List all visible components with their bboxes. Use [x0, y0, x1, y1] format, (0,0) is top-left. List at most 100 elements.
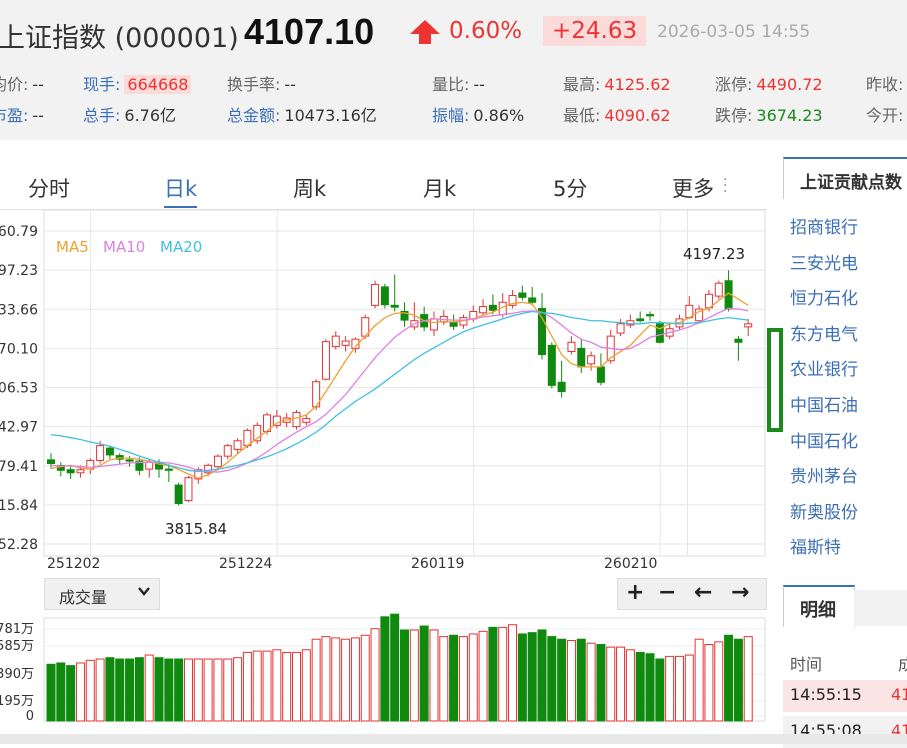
volume-bar: [400, 629, 410, 722]
contribution-stock[interactable]: 中国石油: [790, 396, 858, 416]
tab-daily-k[interactable]: 日k: [164, 173, 198, 208]
index-title: 上证指数 (000001): [0, 23, 239, 54]
stat-total-amount: 总金额: 10473.16亿: [227, 106, 377, 125]
volume-bar: [458, 636, 468, 722]
zoom-in-button[interactable]: +: [626, 580, 645, 605]
stat-limit-up: 涨停: 4490.72: [715, 75, 823, 94]
legend-item: MA5: [56, 238, 89, 256]
contribution-stock[interactable]: 中国石化: [790, 431, 858, 452]
detail-price-header: 成: [898, 655, 907, 674]
pan-left-button[interactable]: ←: [694, 580, 713, 605]
x-tick-label: 251202: [47, 556, 100, 572]
candle-body: [538, 307, 546, 356]
contribution-stock[interactable]: 农业银行: [790, 360, 858, 381]
stat-volume-ratio: 量比: --: [432, 75, 485, 94]
candle-body: [96, 445, 105, 461]
candle-body: [66, 469, 75, 474]
volume-bar: [56, 662, 66, 722]
volume-bar: [292, 651, 301, 722]
volume-bar: [655, 658, 665, 722]
volume-bar: [242, 651, 252, 722]
contribution-stock[interactable]: 东方电气: [790, 324, 858, 345]
contribution-stock[interactable]: 招商银行: [790, 218, 858, 238]
contribution-tab[interactable]: 上证贡献点数: [783, 157, 907, 199]
tab-monthly-k[interactable]: 月k: [423, 177, 457, 201]
volume-tick-label: 0: [26, 709, 34, 724]
volume-bar: [341, 638, 351, 722]
volume-indicator-select[interactable]: 成交量: [44, 578, 160, 610]
volume-bar: [409, 629, 419, 722]
contribution-stock[interactable]: 三安光电: [790, 253, 858, 274]
volume-bar: [105, 657, 115, 722]
detail-tab-inactive[interactable]: [854, 590, 907, 626]
volume-bar: [380, 616, 390, 722]
contribution-stock[interactable]: 福斯特: [790, 538, 841, 559]
contribution-stock[interactable]: 贵州茅台: [790, 467, 858, 488]
volume-bar: [213, 658, 223, 722]
volume-bar: [635, 651, 645, 722]
candle-body: [508, 295, 517, 306]
volume-bar: [439, 636, 449, 722]
candle-body: [331, 335, 340, 348]
y-tick-label: 4197.23: [0, 263, 38, 279]
volume-bar: [174, 658, 184, 722]
candle-body: [351, 338, 360, 349]
more-dots-icon[interactable]: · · ·: [723, 172, 728, 200]
candle-body: [587, 355, 596, 365]
volume-bar: [311, 638, 321, 722]
volume-bar: [547, 636, 557, 722]
volume-bar: [704, 644, 714, 722]
volume-bar: [714, 641, 724, 722]
volume-bar: [586, 642, 596, 722]
tab-intraday[interactable]: 分时: [28, 177, 70, 201]
contribution-stock[interactable]: 恒力石化: [790, 289, 858, 310]
pan-right-button[interactable]: →: [731, 580, 750, 605]
volume-bar: [616, 646, 626, 722]
volume-bar: [301, 649, 311, 722]
tab-more[interactable]: 更多: [672, 177, 714, 201]
chart-controls: + − ← →: [617, 578, 767, 610]
change-percent: 0.60%: [449, 18, 523, 44]
volume-bar: [557, 638, 567, 722]
candle-body: [636, 318, 645, 322]
contribution-stock[interactable]: 新奥股份: [790, 502, 858, 523]
detail-row: 14:55:15 41: [783, 680, 907, 712]
volume-bar: [478, 630, 488, 722]
candle-body: [577, 347, 586, 368]
candle-body: [164, 468, 173, 471]
volume-bar: [419, 625, 429, 722]
zoom-out-button[interactable]: −: [658, 580, 677, 605]
ma20-line: [50, 310, 749, 473]
candle-body: [371, 283, 380, 306]
candle-body: [714, 282, 723, 297]
candle-body: [233, 440, 242, 450]
timestamp: 2026-03-05 14:55: [657, 22, 811, 42]
volume-bar: [498, 626, 508, 722]
candle-body: [292, 411, 301, 428]
volume-bar: [183, 658, 193, 722]
volume-bar: [527, 632, 537, 722]
volume-bar: [370, 628, 380, 722]
stat-avg-price: 均价:--: [0, 75, 44, 94]
volume-bar: [252, 650, 262, 722]
volume-bar: [645, 653, 655, 722]
detail-time-header: 时间: [790, 655, 823, 674]
candle-body: [302, 418, 311, 423]
stat-current-hand: 现手: 664668: [83, 71, 192, 95]
candle-body: [734, 338, 743, 343]
volume-bar: [272, 649, 282, 722]
volume-tick-label: 585万: [0, 639, 34, 654]
scrollbar[interactable]: [0, 734, 907, 744]
candle-body: [528, 297, 537, 303]
volume-bar: [684, 654, 694, 722]
candle-body: [596, 366, 605, 383]
tab-weekly-k[interactable]: 周k: [293, 177, 327, 201]
volume-bar: [537, 629, 547, 722]
candle-body: [655, 323, 664, 343]
detail-tab[interactable]: 明细: [783, 585, 855, 627]
tab-5min[interactable]: 5分: [553, 177, 588, 201]
stat-limit-down: 跌停: 3674.23: [715, 106, 823, 125]
volume-bar: [724, 634, 734, 722]
